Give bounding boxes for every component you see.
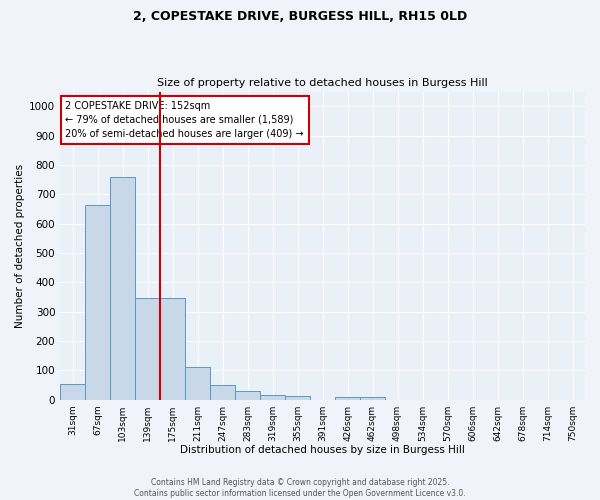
Text: 2, COPESTAKE DRIVE, BURGESS HILL, RH15 0LD: 2, COPESTAKE DRIVE, BURGESS HILL, RH15 0…	[133, 10, 467, 23]
Bar	[235, 392, 260, 400]
Bar	[135, 298, 160, 400]
Bar	[160, 298, 185, 400]
Bar	[260, 394, 285, 400]
Bar	[85, 204, 110, 400]
Bar	[335, 396, 360, 400]
Y-axis label: Number of detached properties: Number of detached properties	[15, 164, 25, 328]
Text: Contains HM Land Registry data © Crown copyright and database right 2025.
Contai: Contains HM Land Registry data © Crown c…	[134, 478, 466, 498]
Title: Size of property relative to detached houses in Burgess Hill: Size of property relative to detached ho…	[157, 78, 488, 88]
Bar	[210, 385, 235, 400]
Text: 2 COPESTAKE DRIVE: 152sqm
← 79% of detached houses are smaller (1,589)
20% of se: 2 COPESTAKE DRIVE: 152sqm ← 79% of detac…	[65, 101, 304, 139]
Bar	[185, 368, 210, 400]
X-axis label: Distribution of detached houses by size in Burgess Hill: Distribution of detached houses by size …	[180, 445, 465, 455]
Bar	[60, 384, 85, 400]
Bar	[285, 396, 310, 400]
Bar	[110, 176, 135, 400]
Bar	[360, 398, 385, 400]
